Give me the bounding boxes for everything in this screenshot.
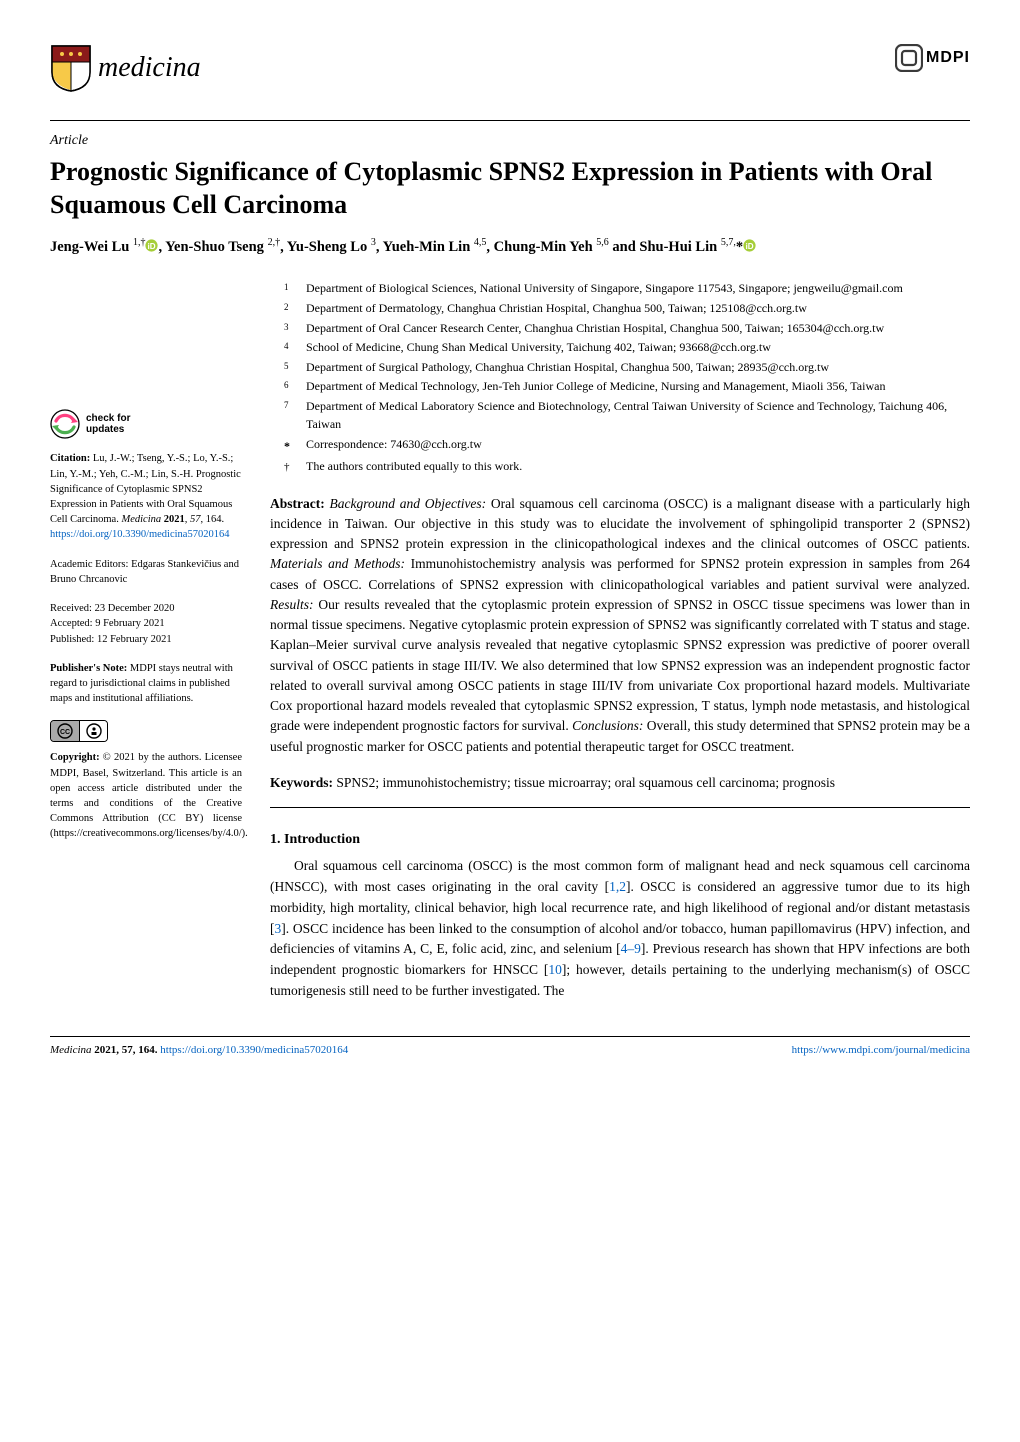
editors-block: Academic Editors: Edgaras Stankevičius a…: [50, 557, 242, 587]
copyright-block: Copyright: © 2021 by the authors. Licens…: [50, 750, 242, 841]
section-heading: 1. Introduction: [270, 830, 970, 850]
cc-by-badge: CC: [50, 720, 108, 742]
by-icon: [79, 721, 107, 741]
aff-num: 4: [284, 338, 294, 357]
authors-text: Jeng-Wei Lu 1,†iD, Yen-Shuo Tseng 2,†, Y…: [50, 239, 756, 255]
publisher-logo: MDPI: [895, 44, 970, 72]
footer-journal: Medicina: [50, 1044, 92, 1056]
keywords-text: SPNS2; immunohistochemistry; tissue micr…: [333, 775, 835, 790]
aff-text: Department of Medical Technology, Jen-Te…: [306, 377, 970, 396]
ref-link[interactable]: 3: [275, 921, 282, 936]
abstract: Abstract: Background and Objectives: Ora…: [270, 494, 970, 757]
journal-shield-icon: [50, 44, 92, 92]
abstract-label: Abstract:: [270, 496, 325, 511]
citation-block: Citation: Lu, J.-W.; Tseng, Y.-S.; Lo, Y…: [50, 451, 242, 542]
check-updates-line1: check for: [86, 413, 130, 424]
accepted-date: 9 February 2021: [95, 618, 164, 629]
aff-text: Department of Oral Cancer Research Cente…: [306, 319, 970, 338]
keywords: Keywords: SPNS2; immunohistochemistry; t…: [270, 773, 970, 808]
citation-pages: , 164.: [200, 514, 224, 525]
check-for-updates[interactable]: check for updates: [50, 409, 242, 439]
editors-label: Academic Editors:: [50, 559, 131, 570]
svg-text:iD: iD: [746, 242, 754, 251]
page-header: medicina MDPI: [50, 44, 970, 92]
copyright-text: © 2021 by the authors. Licensee MDPI, Ba…: [50, 752, 248, 839]
aff-num: 2: [284, 299, 294, 318]
aff-num: 1: [284, 279, 294, 298]
abstract-sub3: Results:: [270, 597, 314, 612]
dates-block: Received: 23 December 2020 Accepted: 9 F…: [50, 601, 242, 647]
svg-text:iD: iD: [148, 242, 156, 251]
aff-text: Department of Surgical Pathology, Changh…: [306, 358, 970, 377]
aff-text: Department of Dermatology, Changhua Chri…: [306, 299, 970, 318]
mdpi-mark-icon: [895, 44, 923, 72]
header-rule: [50, 120, 970, 121]
footer-rest: 2021, 57, 164.: [92, 1044, 161, 1056]
intro-paragraph: Oral squamous cell carcinoma (OSCC) is t…: [270, 856, 970, 1002]
authors-line: Jeng-Wei Lu 1,†iD, Yen-Shuo Tseng 2,†, Y…: [50, 236, 970, 257]
aff-num: 5: [284, 358, 294, 377]
published-label: Published:: [50, 634, 97, 645]
license-badge-row: CC: [50, 720, 242, 742]
citation-doi-link[interactable]: https://doi.org/10.3390/medicina57020164: [50, 529, 229, 540]
sidebar: check for updates Citation: Lu, J.-W.; T…: [50, 279, 242, 1002]
aff-text: The authors contributed equally to this …: [306, 457, 970, 476]
ref-link[interactable]: 1,2: [609, 879, 626, 894]
aff-text: School of Medicine, Chung Shan Medical U…: [306, 338, 970, 357]
article-type: Article: [50, 131, 970, 151]
citation-journal: Medicina: [121, 514, 161, 525]
aff-num: *: [284, 435, 294, 456]
footer-doi-link[interactable]: https://doi.org/10.3390/medicina57020164: [160, 1044, 348, 1056]
ref-link[interactable]: 4–9: [621, 941, 641, 956]
abstract-p3: Our results revealed that the cytoplasmi…: [270, 597, 970, 734]
cc-icon: CC: [51, 721, 79, 741]
keywords-label: Keywords:: [270, 775, 333, 790]
aff-text: Department of Medical Laboratory Science…: [306, 397, 970, 434]
publisher-note-block: Publisher's Note: MDPI stays neutral wit…: [50, 661, 242, 707]
published-date: 12 February 2021: [97, 634, 172, 645]
journal-logo-block: medicina: [50, 44, 201, 92]
footer-left: Medicina 2021, 57, 164. https://doi.org/…: [50, 1043, 348, 1058]
abstract-sub1: Background and Objectives:: [329, 496, 486, 511]
article-title: Prognostic Significance of Cytoplasmic S…: [50, 155, 970, 223]
pubnote-label: Publisher's Note:: [50, 663, 127, 674]
check-updates-icon: [50, 409, 80, 439]
footer-right-link[interactable]: https://www.mdpi.com/journal/medicina: [792, 1043, 970, 1058]
received-date: 23 December 2020: [95, 603, 175, 614]
aff-num: †: [284, 457, 294, 476]
citation-vol: , 57: [185, 514, 201, 525]
publisher-name: MDPI: [926, 47, 970, 69]
ref-link[interactable]: 10: [548, 962, 562, 977]
copyright-label: Copyright:: [50, 752, 100, 763]
accepted-label: Accepted:: [50, 618, 95, 629]
svg-text:CC: CC: [60, 729, 70, 736]
abstract-sub4: Conclusions:: [572, 718, 643, 733]
citation-label: Citation:: [50, 453, 90, 464]
received-label: Received:: [50, 603, 95, 614]
page-footer: Medicina 2021, 57, 164. https://doi.org/…: [50, 1036, 970, 1058]
journal-name: medicina: [98, 48, 201, 87]
affiliations-list: 1 Department of Biological Sciences, Nati…: [270, 279, 970, 475]
aff-text: Correspondence: 74630@cch.org.tw: [306, 435, 970, 456]
main-column: 1 Department of Biological Sciences, Nati…: [270, 279, 970, 1002]
orcid-icon: iD: [743, 239, 756, 252]
aff-text: Department of Biological Sciences, Natio…: [306, 279, 970, 298]
orcid-icon: iD: [145, 239, 158, 252]
abstract-sub2: Materials and Methods:: [270, 556, 405, 571]
check-updates-line2: updates: [86, 424, 130, 435]
aff-num: 6: [284, 377, 294, 396]
citation-year: 2021: [161, 514, 185, 525]
aff-num: 7: [284, 397, 294, 434]
aff-num: 3: [284, 319, 294, 338]
